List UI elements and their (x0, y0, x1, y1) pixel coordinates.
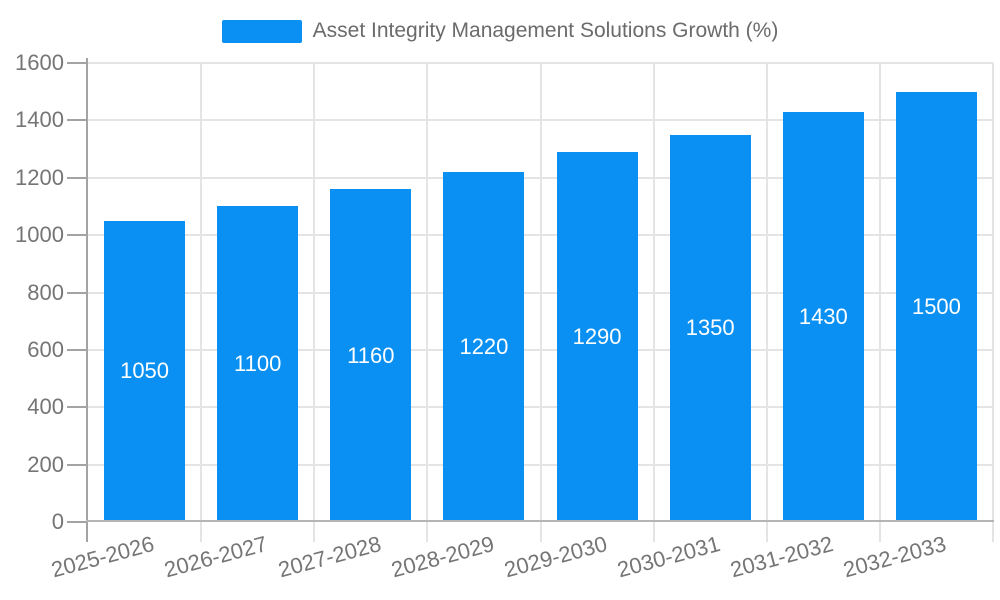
y-axis-tick-label: 1000 (15, 222, 64, 248)
bar: 1220 (443, 172, 525, 522)
y-axis-tick-label: 1600 (15, 50, 64, 75)
bar: 1100 (217, 206, 299, 522)
gridline-vertical (765, 63, 768, 542)
y-tick-mark (67, 348, 87, 351)
y-tick-mark (67, 521, 87, 523)
y-axis-tick-label: 0 (51, 509, 64, 534)
y-tick-mark (67, 291, 87, 294)
y-axis-tick-label: 200 (27, 451, 64, 477)
y-tick-mark (67, 119, 87, 122)
gridline-vertical (539, 63, 542, 542)
legend-label[interactable]: Asset Integrity Management Solutions Gro… (312, 19, 779, 42)
x-axis-tick-label: 2031-2032 (727, 531, 836, 583)
x-axis-line (86, 520, 994, 522)
bar-value-label: 1350 (685, 315, 735, 341)
y-tick-mark (67, 234, 87, 237)
y-axis-line (86, 58, 88, 542)
y-tick-mark (67, 406, 87, 409)
bar: 1430 (782, 111, 864, 522)
x-axis-tick-label: 2025-2026 (48, 531, 158, 583)
bar: 1500 (895, 91, 977, 522)
y-axis-tick-label: 400 (27, 394, 64, 420)
x-axis-tick-label: 2030-2031 (614, 531, 723, 583)
bar-value-label: 1430 (798, 303, 848, 329)
gridline-vertical (200, 63, 203, 542)
y-axis-tick-label: 1400 (15, 107, 64, 133)
bar: 1350 (669, 134, 751, 522)
x-axis-tick-label: 2027-2028 (275, 531, 384, 583)
legend-swatch[interactable] (221, 19, 302, 43)
x-axis-tick-label: 2026-2027 (162, 531, 271, 583)
gridline-vertical (652, 63, 655, 542)
y-tick-mark (67, 463, 87, 466)
gridline-vertical (878, 63, 881, 542)
bar-value-label: 1290 (572, 323, 622, 349)
y-tick-mark (67, 62, 87, 64)
gridline-vertical (992, 63, 994, 542)
chart-legend: Asset Integrity Management Solutions Gro… (0, 16, 1000, 46)
bar-value-label: 1050 (120, 358, 170, 384)
x-axis-tick-label: 2029-2030 (501, 531, 610, 583)
y-axis-tick-label: 1200 (15, 164, 64, 190)
y-axis-tick-label: 800 (27, 279, 64, 305)
bar-value-label: 1220 (459, 334, 509, 359)
bar-value-label: 1100 (234, 351, 282, 377)
bar: 1160 (330, 189, 412, 522)
gridline-vertical (313, 63, 316, 542)
x-axis-tick-label: 2032-2033 (840, 531, 949, 583)
bar-value-label: 1500 (911, 293, 961, 319)
y-tick-mark (67, 176, 87, 179)
y-axis-tick-label: 600 (27, 336, 64, 362)
gridline-vertical (426, 63, 429, 542)
bar: 1290 (556, 151, 638, 522)
x-axis-tick-label: 2028-2029 (388, 531, 497, 583)
plot-area: 1050 1100 1160 1220 1290 1350 1430 1500 0 200 400… (15, 50, 994, 582)
bar: 1050 (104, 220, 186, 522)
bar-value-label: 1160 (347, 342, 395, 368)
